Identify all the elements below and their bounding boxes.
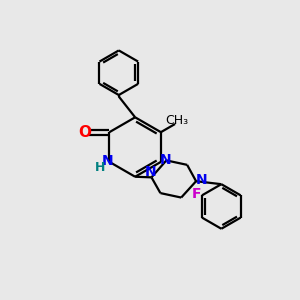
Text: N: N	[145, 165, 156, 179]
Text: N: N	[160, 152, 172, 167]
Text: F: F	[192, 187, 201, 201]
Text: N: N	[196, 173, 207, 187]
Text: H: H	[95, 161, 106, 174]
Text: O: O	[79, 125, 92, 140]
Text: CH₃: CH₃	[165, 114, 188, 127]
Text: N: N	[102, 154, 114, 168]
